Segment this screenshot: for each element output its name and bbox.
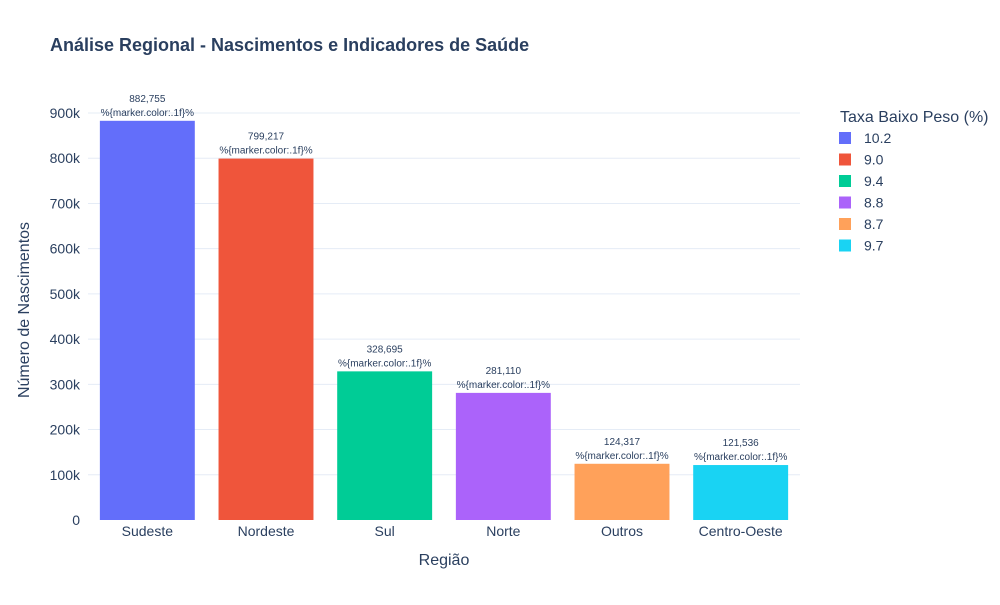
chart-title: Análise Regional - Nascimentos e Indicad… <box>50 35 529 55</box>
bar[interactable] <box>99 120 195 520</box>
bar-value-label: 281,110 <box>486 366 522 377</box>
bar-template-label: %{marker.color:.1f}% <box>457 380 550 391</box>
y-tick-label: 600k <box>50 241 81 257</box>
bar-value-label: 121,536 <box>723 438 760 449</box>
bar-value-label: 328,695 <box>367 344 404 355</box>
legend-entry-label[interactable]: 9.0 <box>864 152 884 168</box>
legend-entry-label[interactable]: 9.4 <box>864 173 884 189</box>
x-tick-label: Centro-Oeste <box>699 523 783 539</box>
bar[interactable] <box>218 158 314 521</box>
bar-value-label: 882,755 <box>129 94 166 105</box>
bar[interactable] <box>574 463 670 520</box>
x-tick-label: Sudeste <box>122 523 174 539</box>
bar-template-label: %{marker.color:.1f}% <box>338 358 431 369</box>
x-axis-title: Região <box>419 552 470 569</box>
bar-value-label: 124,317 <box>604 437 641 448</box>
legend-swatch[interactable] <box>839 153 851 166</box>
y-axis-ticks: 0 100k 200k 300k 400k 500k 600k 700k 800k 900k <box>50 105 81 528</box>
bar-template-label: %{marker.color:.1f}% <box>694 452 787 463</box>
x-tick-label: Nordeste <box>238 523 295 539</box>
x-tick-label: Norte <box>486 523 520 539</box>
y-tick-label: 0 <box>72 512 80 528</box>
legend-entry-label[interactable]: 10.2 <box>864 130 891 146</box>
y-tick-label: 900k <box>50 105 81 121</box>
y-tick-label: 400k <box>50 331 81 347</box>
y-tick-label: 200k <box>50 422 81 438</box>
legend-swatch[interactable] <box>839 239 851 252</box>
bar[interactable] <box>693 465 789 520</box>
bar-template-label: %{marker.color:.1f}% <box>575 451 668 462</box>
y-tick-label: 700k <box>50 195 81 211</box>
gridlines <box>88 112 800 476</box>
y-axis-title: Número de Nascimentos <box>16 222 33 398</box>
legend-title: Taxa Baixo Peso (%) <box>840 109 989 126</box>
y-tick-label: 100k <box>50 467 81 483</box>
bar-template-label: %{marker.color:.1f}% <box>101 108 194 119</box>
bar[interactable] <box>455 392 551 520</box>
bar-template-label: %{marker.color:.1f}% <box>219 146 312 157</box>
x-axis-ticks: Sudeste Nordeste Sul Norte Outros Centro-Oest… <box>122 523 783 539</box>
bar-value-label: 799,217 <box>248 132 285 143</box>
legend-swatch[interactable] <box>839 196 851 209</box>
bar-series: 882,755 %{marker.color:.1f}% 799,217 %{mark… <box>99 94 789 521</box>
x-tick-label: Sul <box>375 523 395 539</box>
legend-swatch[interactable] <box>839 175 851 187</box>
bar[interactable] <box>337 371 433 520</box>
legend-entry-label[interactable]: 8.7 <box>864 216 884 232</box>
legend-entry-label[interactable]: 8.8 <box>864 195 884 211</box>
legend: Taxa Baixo Peso (%) 10.2 9.0 9.4 8.8 8.7 9.7 <box>839 109 989 254</box>
y-tick-label: 800k <box>50 150 81 166</box>
y-tick-label: 500k <box>50 286 81 302</box>
x-tick-label: Outros <box>601 523 643 539</box>
legend-swatch[interactable] <box>839 218 851 230</box>
y-tick-label: 300k <box>50 376 81 392</box>
legend-entry-label[interactable]: 9.7 <box>864 238 884 254</box>
legend-swatch[interactable] <box>839 132 851 144</box>
